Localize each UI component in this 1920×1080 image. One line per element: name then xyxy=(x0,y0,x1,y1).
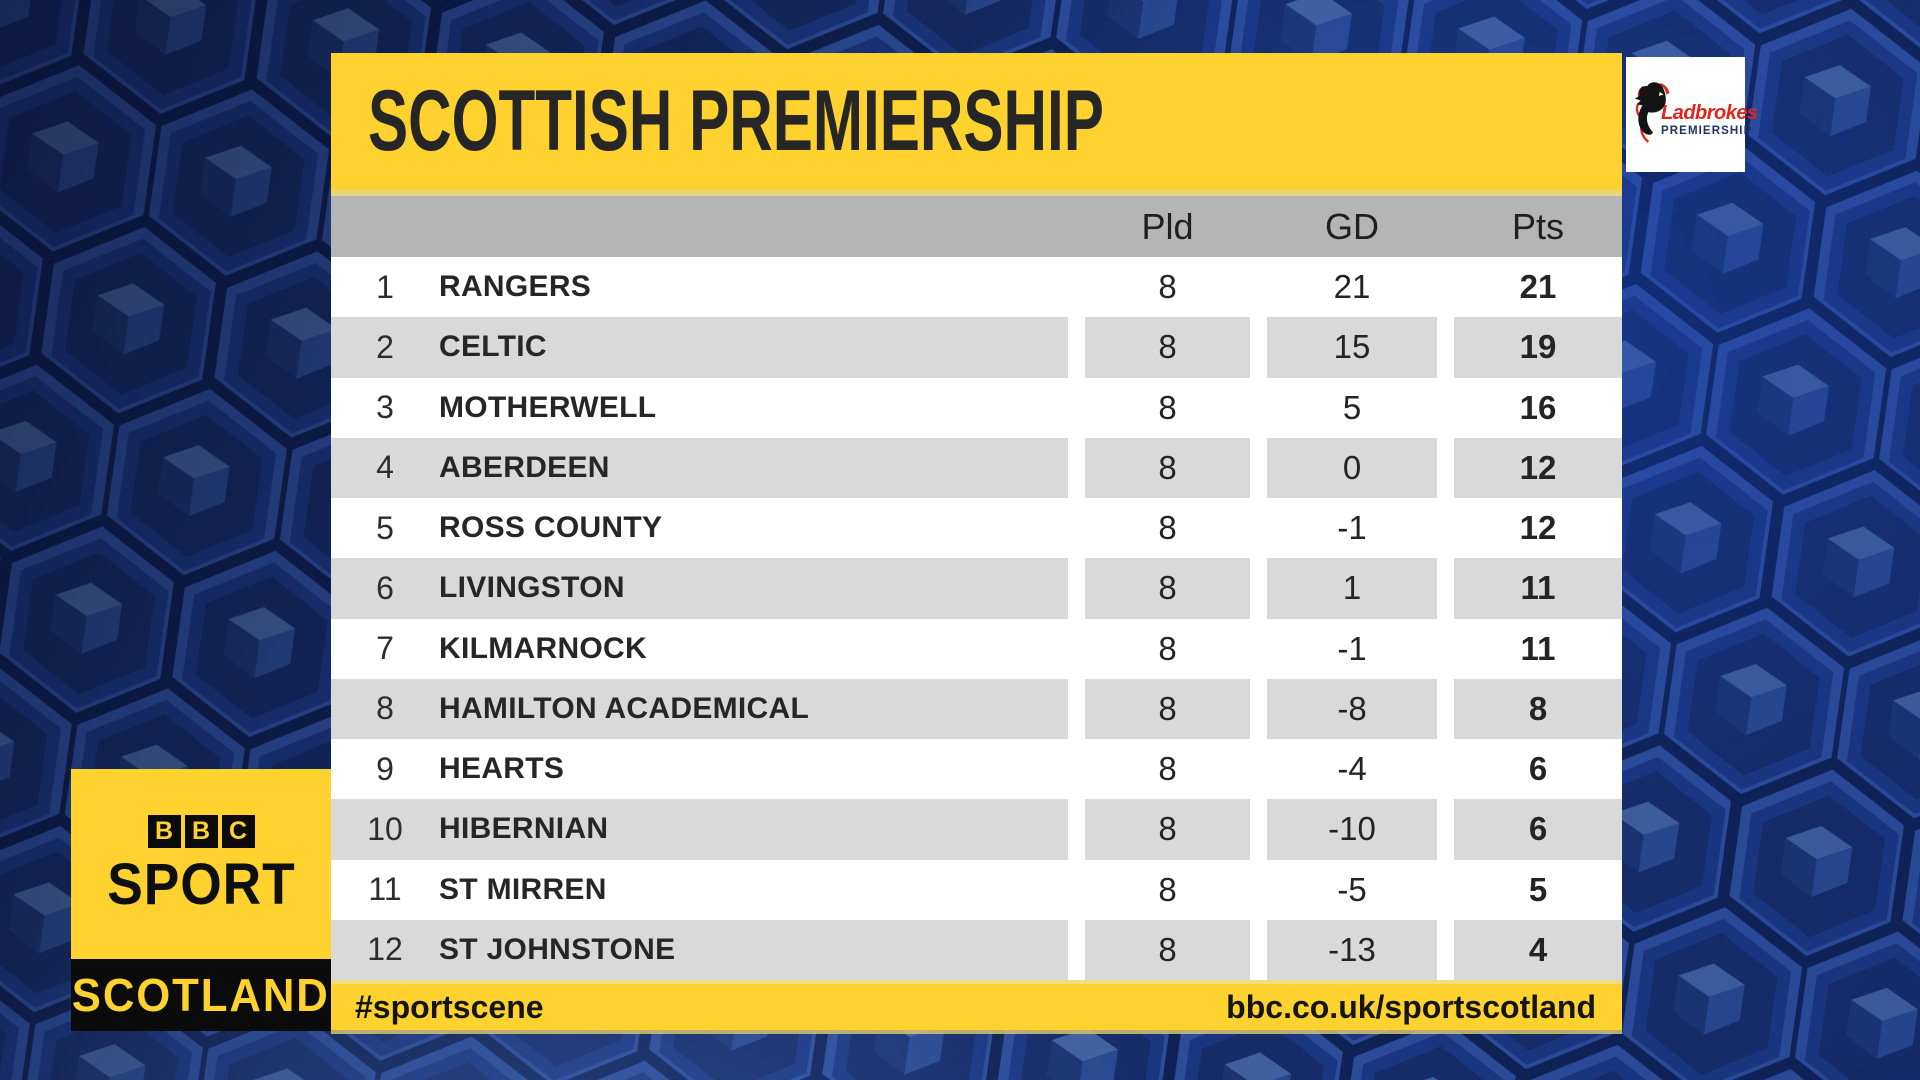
table-header-row: Pld GD Pts xyxy=(331,196,1622,257)
team-played: 8 xyxy=(1158,569,1177,607)
sponsor-logo-box: Ladbrokes PREMIERSHIP xyxy=(1626,57,1758,172)
sponsor-competition: PREMIERSHIP xyxy=(1661,125,1753,137)
league-table-panel: SCOTTISH PREMIERSHIP Pld GD Pts 1 RANGER… xyxy=(331,53,1622,1030)
footer-bar: #sportscene bbc.co.uk/sportscotland xyxy=(331,980,1622,1030)
table-row: 1 RANGERS 8 21 21 xyxy=(331,257,1622,318)
team-goal-difference: 21 xyxy=(1333,268,1371,306)
table-row: 6 LIVINGSTON 8 1 11 xyxy=(331,558,1622,619)
table-row: 9 HEARTS 8 -4 6 xyxy=(331,739,1622,800)
team-played: 8 xyxy=(1158,750,1177,788)
team-played: 8 xyxy=(1158,930,1177,968)
team-name: MOTHERWELL xyxy=(439,390,657,424)
team-points: 5 xyxy=(1528,870,1548,908)
team-position: 4 xyxy=(376,449,394,486)
team-name: ST MIRREN xyxy=(439,872,607,906)
team-position: 2 xyxy=(376,328,394,365)
column-header-points: Pts xyxy=(1511,205,1564,247)
team-points: 6 xyxy=(1528,750,1548,788)
team-played: 8 xyxy=(1158,689,1177,727)
team-goal-difference: 1 xyxy=(1342,569,1362,607)
table-row: 7 KILMARNOCK 8 -1 11 xyxy=(331,618,1622,679)
table-row: 11 ST MIRREN 8 -5 5 xyxy=(331,859,1622,920)
team-points: 11 xyxy=(1520,629,1556,667)
team-position: 3 xyxy=(376,389,394,426)
bbc-region-band: SCOTLAND xyxy=(71,959,331,1031)
team-points: 21 xyxy=(1519,268,1557,306)
team-goal-difference: -4 xyxy=(1337,750,1367,788)
column-header-goal-difference: GD xyxy=(1325,205,1379,247)
footer-url: bbc.co.uk/sportscotland xyxy=(1226,988,1596,1025)
team-played: 8 xyxy=(1158,810,1177,848)
team-name: HAMILTON ACADEMICAL xyxy=(439,691,810,725)
bbc-blocks-icon: B B C xyxy=(147,814,255,848)
team-goal-difference: 0 xyxy=(1342,448,1362,486)
table-body: 1 RANGERS 8 21 21 2 CELTIC 8 15 19 3 MOT… xyxy=(331,257,1622,980)
team-goal-difference: -1 xyxy=(1337,629,1367,667)
team-position: 12 xyxy=(367,931,403,968)
bbc-block-letter: B xyxy=(147,814,181,848)
team-position: 11 xyxy=(368,871,402,908)
bbc-region-text: SCOTLAND xyxy=(72,969,330,1021)
table-row: 12 ST JOHNSTONE 8 -13 4 xyxy=(331,919,1622,980)
table-row: 4 ABERDEEN 8 0 12 xyxy=(331,437,1622,498)
team-position: 7 xyxy=(376,630,394,667)
team-goal-difference: 5 xyxy=(1342,388,1362,426)
title-bar: SCOTTISH PREMIERSHIP xyxy=(331,53,1622,196)
table-row: 10 HIBERNIAN 8 -10 6 xyxy=(331,799,1622,860)
team-played: 8 xyxy=(1158,328,1177,366)
team-played: 8 xyxy=(1158,448,1177,486)
team-name: HIBERNIAN xyxy=(439,812,609,846)
table-row: 8 HAMILTON ACADEMICAL 8 -8 8 xyxy=(331,678,1622,739)
bbc-sport-logo: B B C SPORT xyxy=(71,769,331,959)
team-name: HEARTS xyxy=(439,752,565,786)
team-name: LIVINGSTON xyxy=(439,571,625,605)
column-header-played: Pld xyxy=(1141,205,1194,247)
team-played: 8 xyxy=(1158,629,1177,667)
team-position: 5 xyxy=(376,509,394,546)
team-name: ST JOHNSTONE xyxy=(439,932,676,966)
team-points: 4 xyxy=(1528,930,1548,968)
team-position: 9 xyxy=(376,750,394,787)
team-played: 8 xyxy=(1158,870,1177,908)
team-played: 8 xyxy=(1158,388,1177,426)
team-name: ABERDEEN xyxy=(439,450,610,484)
team-position: 6 xyxy=(376,569,394,606)
team-points: 12 xyxy=(1519,509,1557,547)
bbc-brand-text: SPORT xyxy=(106,851,296,917)
team-points: 16 xyxy=(1519,388,1557,426)
team-position: 8 xyxy=(376,690,394,727)
table-row: 5 ROSS COUNTY 8 -1 12 xyxy=(331,498,1622,559)
team-position: 1 xyxy=(376,268,394,305)
team-points: 19 xyxy=(1519,328,1557,366)
team-name: RANGERS xyxy=(439,270,592,304)
table-row: 3 MOTHERWELL 8 5 16 xyxy=(331,377,1622,438)
team-goal-difference: 15 xyxy=(1333,328,1371,366)
team-points: 8 xyxy=(1528,689,1548,727)
team-points: 12 xyxy=(1519,448,1557,486)
team-goal-difference: -5 xyxy=(1337,870,1367,908)
team-played: 8 xyxy=(1158,509,1177,547)
team-name: KILMARNOCK xyxy=(439,631,647,665)
team-goal-difference: -10 xyxy=(1328,810,1376,848)
sponsor-brand: Ladbrokes xyxy=(1661,102,1758,124)
team-played: 8 xyxy=(1158,268,1177,306)
team-goal-difference: -1 xyxy=(1337,509,1367,547)
page-title: SCOTTISH PREMIERSHIP xyxy=(368,73,1104,169)
bbc-sport-scotland-logo: B B C SPORT SCOTLAND xyxy=(71,769,331,1031)
team-position: 10 xyxy=(367,810,403,847)
bbc-block-letter: C xyxy=(221,814,255,848)
team-name: CELTIC xyxy=(439,330,547,364)
team-goal-difference: -13 xyxy=(1328,930,1376,968)
team-points: 11 xyxy=(1520,569,1556,607)
bbc-block-letter: B xyxy=(184,814,218,848)
team-points: 6 xyxy=(1528,810,1548,848)
table-row: 2 CELTIC 8 15 19 xyxy=(331,317,1622,378)
team-goal-difference: -8 xyxy=(1337,689,1367,727)
lion-rampant-icon xyxy=(1634,82,1670,143)
team-name: ROSS COUNTY xyxy=(439,511,663,545)
footer-hashtag: #sportscene xyxy=(355,988,544,1025)
